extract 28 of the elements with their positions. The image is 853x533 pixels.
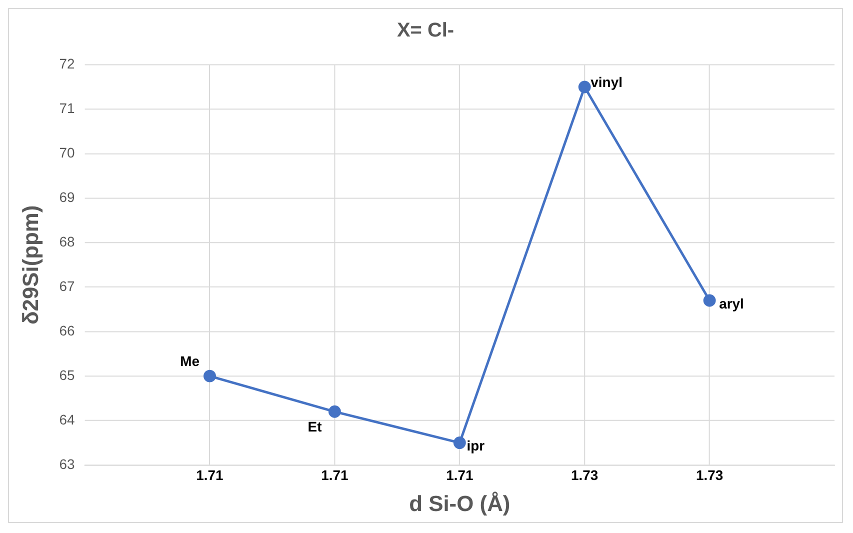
point [703, 294, 716, 307]
point [328, 405, 341, 418]
data-label: Et [308, 418, 322, 434]
y-tick-label: 63 [59, 456, 76, 472]
y-tick-label: 67 [59, 278, 76, 294]
x-tick-label: 1.71 [446, 467, 474, 484]
data-label: aryl [719, 295, 744, 312]
point [578, 80, 591, 94]
data-label: ipr [466, 438, 486, 454]
y-tick-label: 69 [59, 189, 76, 206]
y-tick-label: 72 [59, 56, 76, 72]
point [453, 436, 466, 450]
y-tick-label: 66 [59, 322, 76, 338]
x-tick-label: 1.71 [321, 467, 349, 484]
y-tick-label: 70 [59, 144, 76, 161]
data-label: Me [180, 352, 200, 369]
x-tick-label: 1.73 [696, 467, 724, 484]
y-axis-title: δ29Si(ppm) [18, 205, 44, 324]
data-label: vinyl [590, 74, 622, 90]
point [204, 370, 216, 382]
y-tick-label: 68 [59, 234, 76, 250]
x-tick-label: 1.71 [196, 467, 224, 484]
x-axis-title: d Si-O (Å) [409, 490, 510, 516]
x-tick-label: 1.73 [571, 467, 598, 484]
y-tick-label: 64 [59, 411, 76, 428]
y-tick-label: 71 [59, 100, 76, 116]
y-tick-label: 65 [59, 366, 76, 383]
chart-title: X= Cl- [396, 19, 454, 42]
